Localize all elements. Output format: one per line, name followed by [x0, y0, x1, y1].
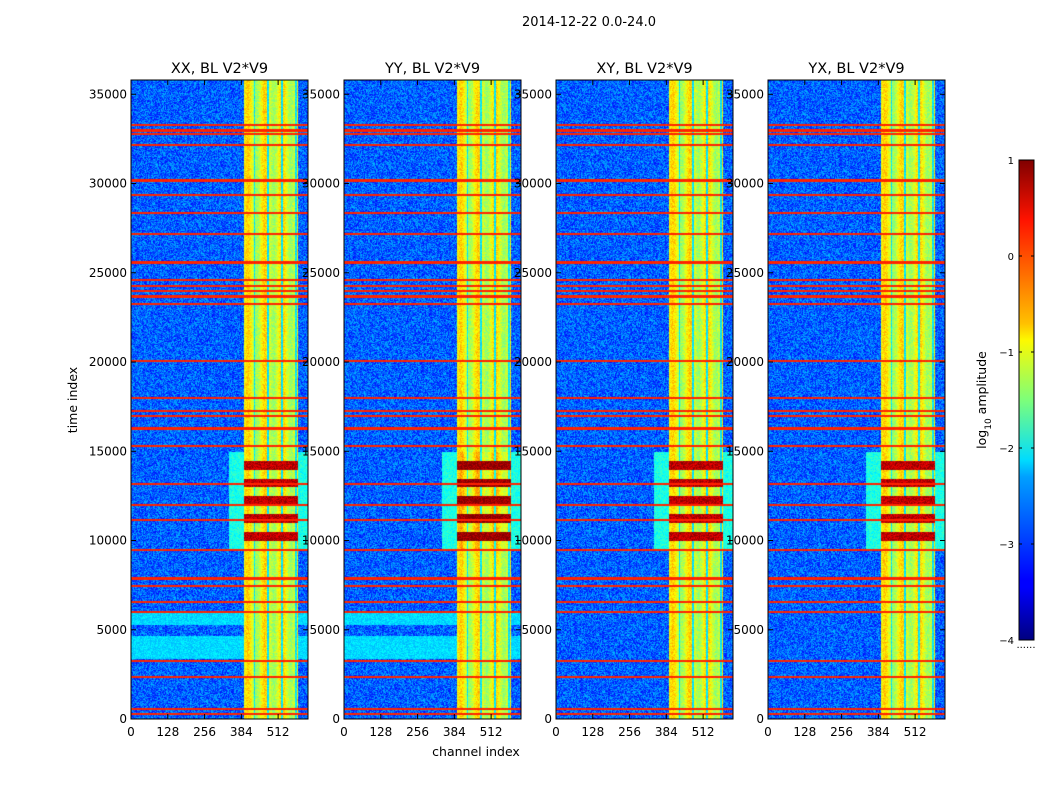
colorbar-tick-label: −1: [999, 348, 1014, 359]
panel-xx: XX, BL V2*V9 0 128 256 384 512 0 5000 10000 15000…: [89, 61, 309, 739]
y-tick-label: 5000: [521, 623, 552, 637]
colorbar-gradient: [1018, 159, 1035, 641]
x-tick-label: 512: [692, 725, 715, 739]
y-axis-label: time index: [65, 367, 80, 433]
y-tick-label: 25000: [89, 266, 127, 280]
colorbar-tick-label: 0: [1008, 252, 1014, 263]
y-tick-label: 30000: [514, 177, 552, 191]
x-tick-label: 256: [406, 725, 429, 739]
panel-yy: YY, BL V2*V9 0 128 256 384 512 0 5000 10000 15000…: [302, 61, 522, 739]
y-tick-label: 35000: [726, 87, 764, 101]
y-tick-label: 5000: [309, 623, 340, 637]
x-tick-label: 128: [793, 725, 816, 739]
colorbar-tick-label: −3: [999, 540, 1014, 551]
y-tick-label: 35000: [89, 87, 127, 101]
y-tick-label: 35000: [302, 87, 340, 101]
y-tick-label: 10000: [302, 534, 340, 548]
heatmap-yy: [344, 80, 521, 719]
x-tick-label: 384: [655, 725, 678, 739]
y-tick-label: 5000: [96, 623, 127, 637]
colorbar: 10−1−2−3−4 ...... log10 amplitude: [974, 156, 1036, 651]
y-tick-label: 30000: [726, 177, 764, 191]
x-tick-label: 128: [369, 725, 392, 739]
heatmap-xx: [131, 80, 308, 719]
y-tick-label: 15000: [726, 444, 764, 458]
axes-frame: [343, 79, 522, 720]
colorbar-tick-label: 1: [1008, 156, 1014, 167]
x-tick-label: 256: [830, 725, 853, 739]
colorbar-ticks: 1 0 −1 −2 −3 −4: [999, 156, 1034, 647]
panel-title: YY, BL V2*V9: [384, 61, 480, 77]
colorbar-label-rest: amplitude: [974, 351, 989, 418]
x-tick-label: 0: [552, 725, 560, 739]
y-tick-label: 0: [544, 712, 552, 726]
y-tick-label: 0: [119, 712, 127, 726]
y-tick-label: 20000: [89, 355, 127, 369]
colorbar-tick-label: −4: [999, 636, 1014, 647]
y-tick-label: 25000: [726, 266, 764, 280]
panel-xy: XY, BL V2*V9 0 128 256 384 512 0 5000 10000 15000…: [514, 61, 734, 739]
y-tick-label: 5000: [733, 623, 764, 637]
panel-title: XX, BL V2*V9: [171, 61, 268, 77]
y-tick-label: 25000: [302, 266, 340, 280]
panel-yx: YX, BL V2*V9 0 128 256 384 512 0 5000 10000 15000…: [726, 61, 946, 739]
heatmap-xy: [556, 80, 733, 719]
y-tick-label: 20000: [726, 355, 764, 369]
y-tick-label: 10000: [726, 534, 764, 548]
axes-frame: [555, 79, 734, 720]
x-tick-label: 512: [267, 725, 290, 739]
y-tick-label: 35000: [514, 87, 552, 101]
axes-frame: [130, 79, 309, 720]
x-tick-label: 512: [480, 725, 503, 739]
y-tick-label: 10000: [514, 534, 552, 548]
heatmap-yx: [768, 80, 945, 719]
figure-suptitle: 2014-12-22 0.0-24.0: [522, 15, 656, 30]
x-tick-label: 128: [156, 725, 179, 739]
x-tick-label: 256: [193, 725, 216, 739]
colorbar-label-main: log: [974, 430, 989, 449]
x-tick-label: 384: [867, 725, 890, 739]
x-tick-label: 0: [340, 725, 348, 739]
panel-title: YX, BL V2*V9: [807, 61, 904, 77]
y-tick-label: 25000: [514, 266, 552, 280]
x-tick-label: 256: [618, 725, 641, 739]
x-tick-label: 512: [904, 725, 927, 739]
x-axis-label: channel index: [432, 744, 520, 759]
x-tick-label: 0: [127, 725, 135, 739]
y-tick-label: 15000: [302, 444, 340, 458]
y-tick-label: 30000: [89, 177, 127, 191]
x-tick-label: 384: [230, 725, 253, 739]
y-tick-label: 30000: [302, 177, 340, 191]
colorbar-tick-label: −2: [999, 444, 1014, 455]
y-tick-label: 0: [756, 712, 764, 726]
x-tick-label: 384: [443, 725, 466, 739]
colorbar-label: log10 amplitude: [974, 351, 994, 449]
axes-frame: [767, 79, 946, 720]
y-tick-label: 15000: [89, 444, 127, 458]
y-tick-label: 20000: [302, 355, 340, 369]
y-tick-label: 10000: [89, 534, 127, 548]
y-tick-label: 20000: [514, 355, 552, 369]
x-tick-label: 0: [764, 725, 772, 739]
colorbar-label-sub: 10: [984, 418, 994, 430]
y-tick-label: 15000: [514, 444, 552, 458]
y-tick-label: 0: [332, 712, 340, 726]
x-tick-label: 128: [581, 725, 604, 739]
panel-title: XY, BL V2*V9: [596, 61, 692, 77]
colorbar-under-marker: ......: [1016, 640, 1035, 651]
panels: XX, BL V2*V9 0 128 256 384 512 0 5000 10000 15000…: [89, 61, 946, 739]
